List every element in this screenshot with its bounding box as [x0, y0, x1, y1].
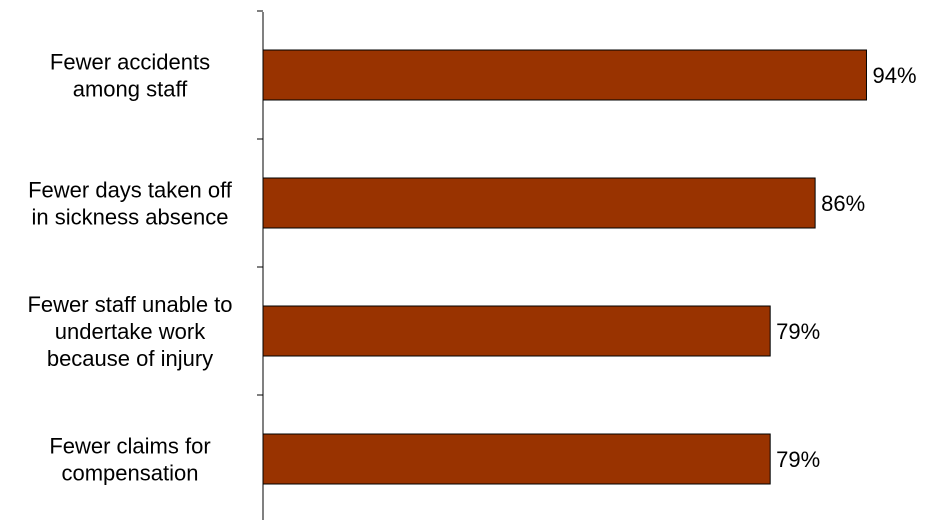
category-label-line: among staff: [73, 77, 188, 102]
category-label-line: in sickness absence: [32, 205, 229, 230]
category-label-line: Fewer accidents: [50, 50, 210, 75]
category-label-line: Fewer claims for: [49, 434, 210, 459]
category-label-line: Fewer staff unable to: [27, 292, 232, 317]
category-label-line: undertake work: [55, 319, 206, 344]
value-labels: 94% 86% 79% 79%: [776, 63, 916, 472]
category-label: Fewer accidents among staff: [50, 50, 210, 102]
bars: [262, 49, 867, 485]
category-label-line: Fewer days taken off: [28, 178, 233, 203]
data-label: 79%: [776, 447, 820, 472]
data-label: 94%: [872, 63, 916, 88]
bar: [262, 305, 771, 357]
category-label: Fewer claims for compensation: [49, 434, 210, 486]
bar: [262, 433, 771, 485]
data-label: 79%: [776, 319, 820, 344]
category-label: Fewer staff unable to undertake work becau…: [27, 292, 232, 371]
category-label: Fewer days taken off in sickness absence: [28, 178, 233, 230]
bar: [262, 49, 867, 101]
bar: [262, 177, 816, 229]
category-label-line: compensation: [62, 461, 199, 486]
category-axis: [257, 10, 264, 520]
category-labels: Fewer accidents among staff Fewer days tak…: [27, 50, 232, 486]
category-label-line: because of injury: [47, 346, 213, 371]
data-label: 86%: [821, 191, 865, 216]
